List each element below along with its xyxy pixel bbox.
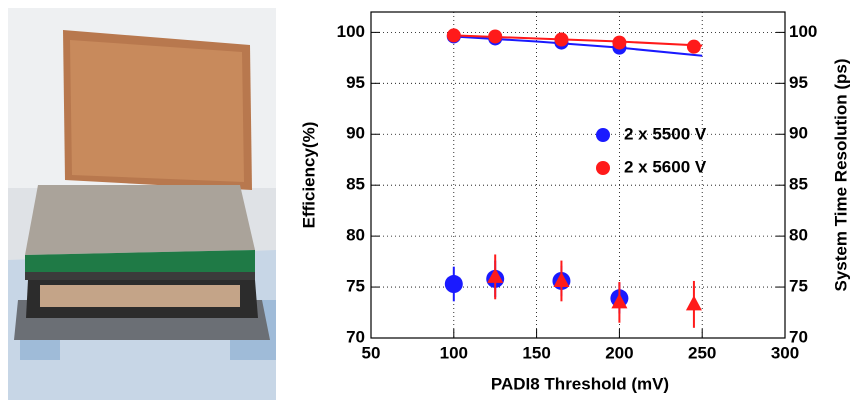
y-tick-label: 95: [346, 73, 365, 92]
x-tick-label: 300: [771, 343, 799, 362]
triangle-marker: [553, 271, 570, 287]
y2-tick-label: 95: [789, 73, 808, 92]
y-tick-label: 100: [337, 22, 365, 41]
circle-marker: [444, 275, 463, 294]
x-tick-label: 200: [605, 343, 633, 362]
x-tick-label: 50: [362, 343, 381, 362]
x-tick-label: 250: [688, 343, 716, 362]
plot-frame: [370, 11, 786, 339]
circle-marker: [686, 39, 701, 54]
x-axis-title: PADI8 Threshold (mV): [491, 374, 669, 393]
y2-axis-title: System Time Resolution (ps): [831, 58, 850, 291]
y2-tick-label: 70: [789, 327, 808, 346]
y2-tick-label: 85: [789, 175, 808, 194]
legend-marker: [596, 128, 610, 142]
triangle-marker: [685, 295, 702, 311]
legend-label: 2 x 5600 V: [624, 157, 707, 176]
y2-tick-label: 80: [789, 226, 808, 245]
legend-marker: [596, 161, 610, 175]
circle-marker: [488, 29, 503, 44]
y2-tick-label: 100: [789, 22, 817, 41]
y-axis-title: Efficiency(%): [299, 122, 318, 229]
y-tick-label: 75: [346, 277, 365, 296]
circle-marker: [554, 32, 569, 47]
y2-tick-label: 90: [789, 124, 808, 143]
legend-label: 2 x 5500 V: [624, 124, 707, 143]
y-tick-label: 80: [346, 226, 365, 245]
y-tick-label: 85: [346, 175, 365, 194]
triangle-marker: [487, 267, 504, 283]
y-tick-label: 90: [346, 124, 365, 143]
x-tick-label: 150: [522, 343, 550, 362]
triangle-marker: [611, 293, 628, 309]
photo: [8, 8, 276, 400]
y-tick-label: 70: [346, 327, 365, 346]
x-tick-label: 100: [440, 343, 468, 362]
y2-tick-label: 75: [789, 277, 808, 296]
circle-marker: [446, 28, 461, 43]
circle-marker: [612, 35, 627, 50]
